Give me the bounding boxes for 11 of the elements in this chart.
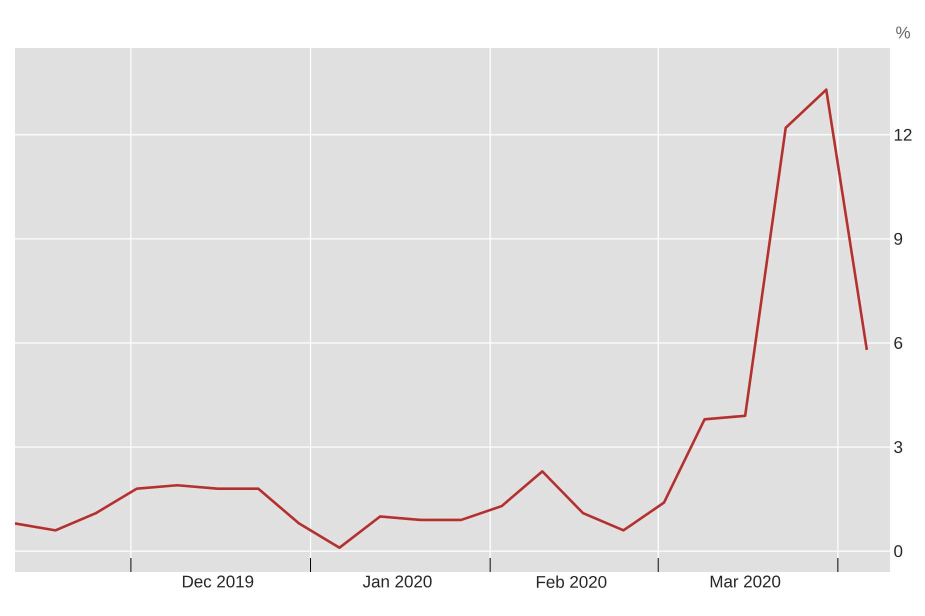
y-tick-label: 3 <box>894 441 902 454</box>
x-tick-label: Jan 2020 <box>362 576 432 588</box>
y-tick-label: 9 <box>894 232 902 245</box>
x-tick-label: Dec 2019 <box>182 576 254 588</box>
y-tick-label: 0 <box>894 545 902 558</box>
y-axis-title: % <box>896 26 910 38</box>
x-tick-label: Feb 2020 <box>536 576 606 588</box>
x-tick-label: Mar 2020 <box>710 576 780 588</box>
y-tick-label: 12 <box>894 128 912 141</box>
y-tick-label: 6 <box>894 336 902 349</box>
line-series <box>14 88 868 549</box>
